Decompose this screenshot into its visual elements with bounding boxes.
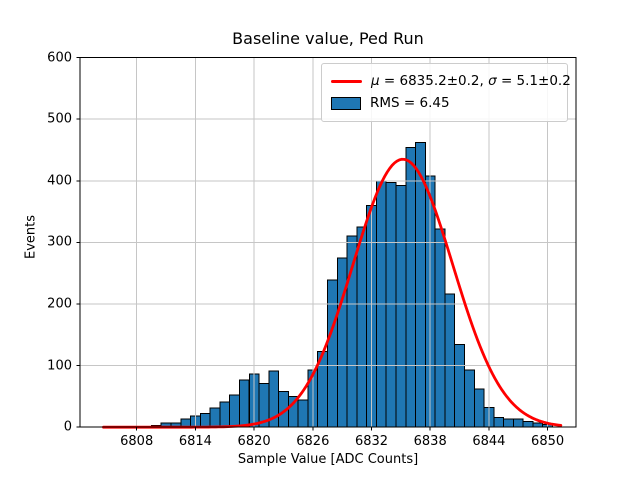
- y-tick-label: 600: [47, 50, 72, 66]
- fit-legend-label: μ = 6835.2±0.2, σ = 5.1±0.2: [371, 73, 571, 89]
- histogram-bar: [199, 413, 211, 428]
- y-tick-label: 300: [47, 234, 72, 250]
- histogram-patch-swatch: [331, 96, 361, 110]
- axes-frame: [76, 57, 577, 431]
- histogram-bar: [463, 369, 475, 428]
- histogram-bar: [522, 421, 534, 428]
- histogram-bar: [532, 422, 544, 428]
- x-tick-label: 6844: [472, 434, 506, 449]
- chart-title: Baseline value, Ped Run: [232, 29, 424, 48]
- x-tick-label: 6850: [531, 434, 565, 449]
- histogram-bar: [512, 418, 524, 428]
- histogram-bar: [405, 147, 417, 428]
- histogram-bar: [327, 279, 338, 428]
- histogram-bar: [229, 394, 240, 428]
- x-tick-label: 6832: [354, 434, 389, 449]
- y-tick-label: 200: [47, 296, 72, 312]
- x-tick-label: 6808: [120, 434, 154, 449]
- histogram-bar: [336, 257, 348, 428]
- histogram-bar: [395, 185, 407, 428]
- histogram-bar: [219, 401, 231, 428]
- histogram-bar: [297, 399, 309, 428]
- x-tick-label: 6820: [237, 434, 271, 449]
- y-tick-label: 400: [47, 173, 72, 189]
- y-axis-label: Events: [23, 214, 39, 260]
- legend-entry-fit: μ = 6835.2±0.2, σ = 5.1±0.2: [331, 70, 571, 92]
- histogram-bar: [493, 416, 505, 428]
- y-tick-label: 100: [47, 358, 72, 374]
- histogram-bar: [444, 293, 456, 428]
- x-axis-label: Sample Value [ADC Counts]: [237, 452, 419, 467]
- histogram-bar: [209, 407, 221, 428]
- legend-entry-hist: RMS = 6.45: [331, 92, 559, 114]
- histogram-bar: [473, 388, 485, 428]
- x-tick-label: 6814: [178, 434, 212, 449]
- histogram-bar: [503, 418, 514, 428]
- legend-box: μ = 6835.2±0.2, σ = 5.1±0.2 RMS = 6.45: [321, 63, 571, 122]
- histogram-bar: [434, 228, 446, 428]
- rms-legend-label: RMS = 6.45: [370, 95, 450, 111]
- histogram-bar: [356, 226, 368, 428]
- histogram-bar: [238, 379, 250, 428]
- x-tick-label: 6826: [296, 434, 330, 449]
- histogram-bar: [454, 344, 465, 428]
- y-tick-label: 0: [63, 419, 72, 435]
- fit-line-swatch: [331, 79, 362, 83]
- x-tick-label: 6838: [413, 434, 447, 449]
- histogram-bar: [385, 182, 397, 428]
- y-tick-label: 500: [47, 111, 72, 127]
